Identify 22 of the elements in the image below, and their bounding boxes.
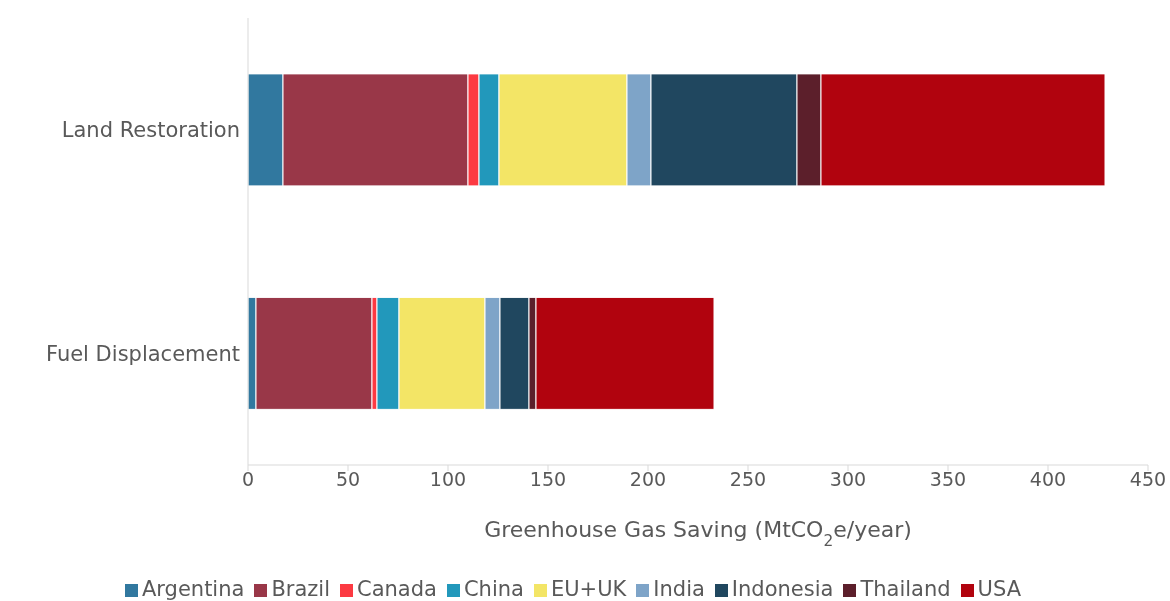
- legend-label: EU+UK: [550, 577, 627, 601]
- x-tick-label: 100: [429, 468, 467, 491]
- legend-label: USA: [977, 577, 1022, 601]
- x-axis-title: Greenhouse Gas Saving (MtCO$_{2}$e/year): [484, 517, 912, 550]
- legend-label: China: [463, 577, 524, 601]
- x-tick-label: 0: [241, 468, 255, 491]
- legend-label: Brazil: [271, 577, 330, 601]
- y-tick-label: Fuel Displacement: [45, 341, 240, 366]
- x-tick-label: 250: [729, 468, 767, 491]
- legend-label: Indonesia: [731, 577, 834, 601]
- x-tick-label: 150: [529, 468, 567, 491]
- legend-label: Canada: [356, 577, 437, 601]
- legend-label: India: [653, 577, 705, 601]
- x-tick-label: 350: [929, 468, 967, 491]
- legend-label: Thailand: [860, 577, 951, 601]
- x-tick-label: 50: [335, 468, 361, 491]
- x-tick-label: 400: [1029, 468, 1067, 491]
- y-tick-label: Land Restoration: [61, 118, 240, 143]
- x-tick-label: 450: [1129, 468, 1167, 491]
- x-tick-label: 300: [829, 468, 867, 491]
- x-tick-label: 200: [629, 468, 667, 491]
- legend-label: Argentina: [141, 577, 245, 601]
